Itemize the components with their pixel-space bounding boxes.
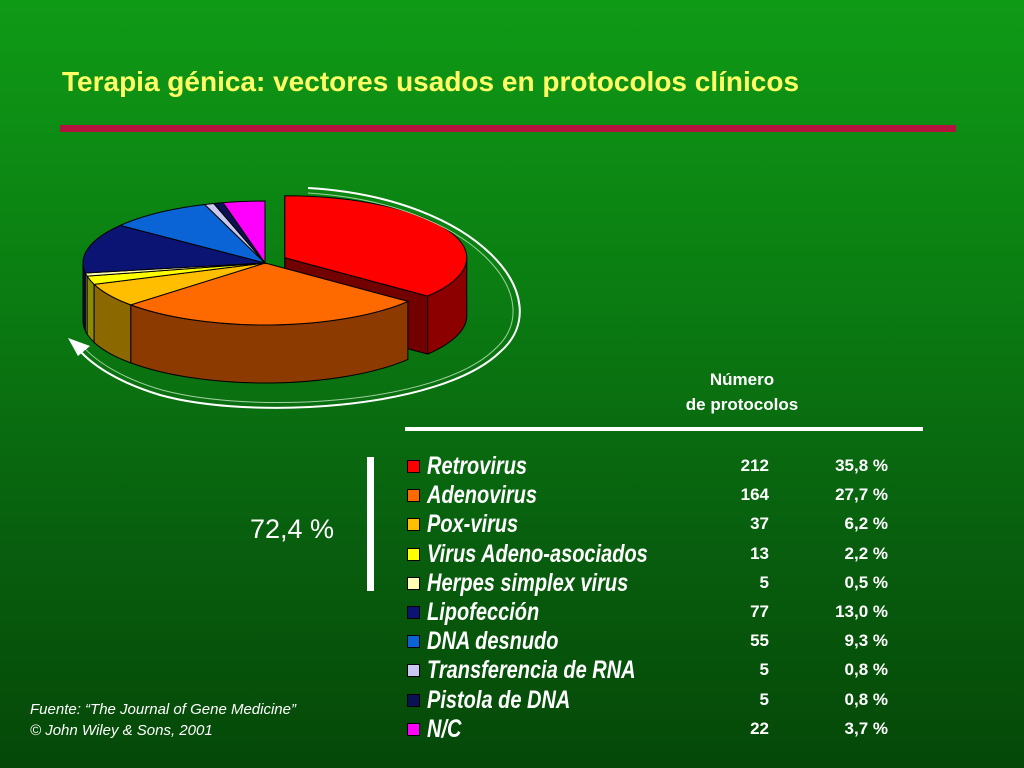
- legend-percent: 13,0 %: [835, 602, 888, 621]
- cycle-arrow-curve: [74, 187, 521, 409]
- legend-count: 55: [750, 631, 769, 650]
- legend-swatch: [407, 548, 420, 561]
- legend-count: 37: [750, 514, 769, 533]
- legend-name: Transferencia de RNA: [427, 656, 636, 684]
- pie-tops: [82, 195, 468, 326]
- legend-name: Pox-virus: [427, 510, 519, 538]
- legend-swatch: [407, 460, 420, 473]
- pie-slice-lipofecci-n: [82, 224, 266, 274]
- table-header-line2: de protocolos: [685, 395, 799, 414]
- legend-swatch: [407, 489, 420, 502]
- legend-count: 5: [759, 690, 769, 709]
- table-header-rule: [405, 427, 923, 431]
- legend-percent: 0,5 %: [844, 573, 888, 592]
- cycle-arrowhead: [68, 338, 90, 356]
- legend-name: Virus Adeno-asociados: [427, 540, 648, 568]
- legend-swatch: [407, 518, 420, 531]
- legend-row: Transferencia de RNA 5 0,8 %: [406, 656, 896, 686]
- source-line2: © John Wiley & Sons, 2001: [30, 722, 213, 739]
- legend-name: DNA desnudo: [427, 627, 559, 655]
- legend-count: 22: [750, 719, 769, 738]
- legend-swatch: [407, 606, 420, 619]
- legend-percent: 27,7 %: [835, 485, 888, 504]
- legend-name: N/C: [427, 715, 462, 743]
- legend-swatch: [407, 694, 420, 707]
- pie-slice-retrovirus: [284, 195, 468, 297]
- legend-name: Adenovirus: [427, 481, 538, 509]
- legend-row: Herpes simplex virus 5 0,5 %: [406, 569, 896, 599]
- legend-percent: 6,2 %: [844, 514, 888, 533]
- legend-swatch: [407, 635, 420, 648]
- legend-count: 164: [740, 485, 769, 504]
- legend-count: 5: [759, 660, 769, 679]
- legend-name: Lipofección: [427, 598, 540, 626]
- legend-percent: 9,3 %: [844, 631, 888, 650]
- legend-percent: 35,8 %: [835, 456, 888, 475]
- legend-row: Pox-virus 37 6,2 %: [406, 510, 896, 540]
- legend-row: N/C 22 3,7 %: [406, 715, 896, 745]
- legend-swatch: [407, 664, 420, 677]
- legend-count: 5: [759, 573, 769, 592]
- table-header-line1: Número: [709, 370, 775, 389]
- legend-row: Virus Adeno-asociados 13 2,2 %: [406, 540, 896, 570]
- page-title: Terapia génica: vectores usados en proto…: [62, 66, 800, 97]
- legend-swatch: [407, 723, 420, 736]
- legend-name: Pistola de DNA: [427, 686, 571, 714]
- pie-slice-adenovirus: [129, 262, 410, 326]
- legend-count: 212: [740, 456, 769, 475]
- legend-row: Pistola de DNA 5 0,8 %: [406, 686, 896, 716]
- legend-name: Herpes simplex virus: [427, 569, 629, 597]
- title-rule: [60, 125, 956, 132]
- legend-percent: 2,2 %: [844, 544, 888, 563]
- pie-slice-n-c: [222, 200, 266, 265]
- pie-slice-side: [86, 274, 95, 344]
- legend-row: Adenovirus 164 27,7 %: [406, 481, 896, 511]
- cycle-arrow-curve-inner: [79, 192, 514, 403]
- pie-slice-dna-desnudo: [118, 203, 267, 264]
- group-bracket: [367, 457, 374, 591]
- legend-percent: 0,8 %: [844, 690, 888, 709]
- legend-name: Retrovirus: [427, 452, 528, 480]
- legend-percent: 0,8 %: [844, 660, 888, 679]
- legend-percent: 3,7 %: [844, 719, 888, 738]
- legend-row: Lipofección 77 13,0 %: [406, 598, 896, 628]
- legend-row: DNA desnudo 55 9,3 %: [406, 627, 896, 657]
- group-percent: 72,4 %: [250, 514, 335, 544]
- legend-row: Retrovirus 212 35,8 %: [406, 452, 896, 482]
- legend-count: 13: [750, 544, 769, 563]
- legend-count: 77: [750, 602, 769, 621]
- source-line1: Fuente: “The Journal of Gene Medicine”: [30, 701, 296, 718]
- legend-swatch: [407, 577, 420, 590]
